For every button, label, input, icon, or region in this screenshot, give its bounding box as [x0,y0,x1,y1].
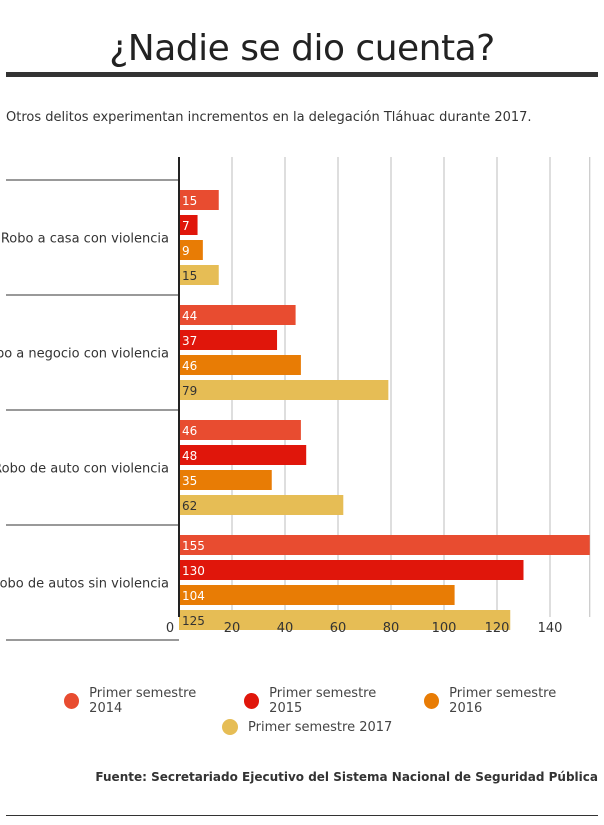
bar-value-label: 104 [182,589,205,603]
category-label: Robo de auto con violencia [0,462,169,477]
bar [179,265,219,285]
category-label: Robo a casa con violencia [1,232,169,247]
x-tick-label: 40 [277,621,294,636]
legend-swatch [222,719,238,735]
bar [179,215,198,235]
page-title: ¿Nadie se dio cuenta? [109,28,495,69]
legend-swatch [244,693,260,709]
bar [179,190,219,210]
bar [179,585,455,605]
bar [179,420,301,440]
x-tick-label: 100 [432,621,457,636]
legend-label: Primer semestre 2015 [269,686,377,716]
legend-swatch [424,693,440,709]
x-tick-label: 140 [538,621,563,636]
legend-item: Primer semestre 2017 [222,719,392,735]
legend-row: Primer semestre 2017 [222,719,410,735]
legend-label: Primer semestre 2016 [449,686,557,716]
bar-value-label: 79 [182,384,197,398]
bar-value-label: 48 [182,449,197,463]
x-tick-label: 60 [330,621,347,636]
bar-value-label: 62 [182,499,197,513]
bar-value-label: 125 [182,614,205,628]
category-label: Robo a negocio con violencia [0,347,169,362]
x-tick-label: 80 [383,621,400,636]
legend-label: Primer semestre 2017 [248,719,393,735]
source-note: Fuente: Secretariado Ejecutivo del Siste… [95,770,598,784]
bar-value-label: 35 [182,474,197,488]
legend-item: Primer semestre 2015 [244,686,406,716]
bar-value-label: 46 [182,359,197,373]
bar-value-label: 9 [182,244,190,258]
bar-chart: Robo a casa con violencia Robo a negocio … [0,157,591,641]
bar [179,305,296,325]
bar [179,610,511,630]
bar-value-label: 15 [182,269,197,283]
x-tick-label: 20 [224,621,241,636]
bar-value-label: 44 [182,309,197,323]
bar-value-label: 37 [182,334,197,348]
bar [179,240,203,260]
bar [179,495,344,515]
legend-item: Primer semestre 2014 [64,686,226,716]
title-divider [6,72,598,77]
bar-value-label: 130 [182,564,205,578]
bar-value-label: 7 [182,219,190,233]
page-subtitle: Otros delitos experimentan incrementos e… [6,110,532,125]
legend-label: Primer semestre 2014 [89,686,197,716]
legend-row: Primer semestre 2014 Primer semestre 2015… [64,686,604,716]
bar [179,380,389,400]
bottom-divider [6,815,598,816]
bar [179,535,590,555]
bar [179,445,307,465]
bar-value-label: 46 [182,424,197,438]
bar-value-label: 155 [182,539,205,553]
bar [179,560,524,580]
category-label: Robo de autos sin violencia [0,577,169,592]
bar [179,470,272,490]
x-tick-label: 0 [166,621,174,636]
legend-swatch [64,693,80,709]
legend-item: Primer semestre 2016 [424,686,586,716]
bar [179,330,278,350]
bar [179,355,301,375]
x-tick-label: 120 [485,621,510,636]
bar-value-label: 15 [182,194,197,208]
